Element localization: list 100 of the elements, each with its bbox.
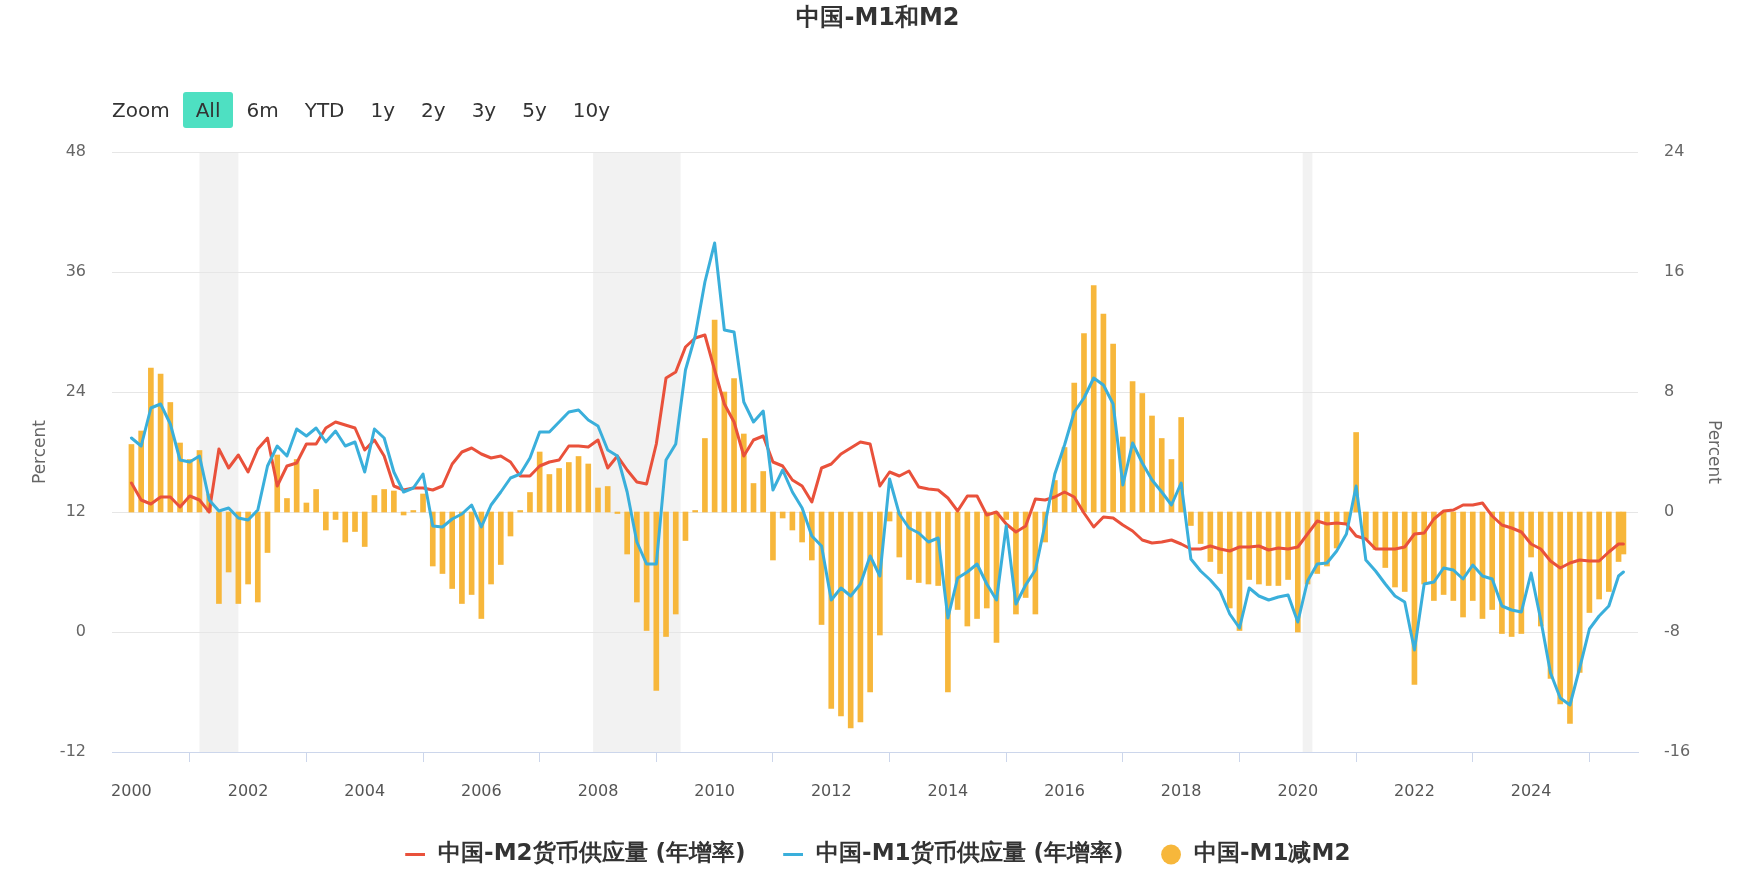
bar	[1139, 393, 1146, 513]
bar	[284, 498, 290, 513]
y2-axis-title: Percent	[1705, 420, 1726, 485]
y-tick-label: 36	[65, 261, 86, 281]
bar	[1606, 511, 1612, 592]
bar	[828, 511, 835, 709]
bar	[1382, 511, 1389, 568]
bar	[760, 471, 767, 513]
bar	[847, 511, 854, 729]
bar	[867, 511, 873, 693]
bar	[216, 511, 222, 604]
bar	[702, 438, 708, 513]
y2-tick-label: -8	[1664, 621, 1680, 641]
bar	[731, 378, 737, 513]
bar	[1460, 511, 1466, 618]
bar	[342, 511, 349, 543]
bar	[361, 511, 368, 547]
text: 5y	[521, 97, 548, 124]
text: 1y	[369, 97, 397, 124]
y2-tick-label: 16	[1664, 261, 1685, 281]
y2-tick-label: 8	[1664, 381, 1675, 401]
x-tick-label: 2018	[1160, 780, 1202, 800]
bar	[488, 511, 494, 585]
y-axis-title: Percent	[28, 419, 49, 484]
chart-title: 中国-M1和M2	[795, 2, 961, 32]
x-tick-label: 2010	[694, 780, 735, 800]
bar	[1567, 511, 1573, 724]
bar	[245, 511, 251, 585]
bar	[293, 459, 300, 513]
legend-label: 中国-M1减M2	[1194, 839, 1351, 866]
bar	[556, 468, 562, 513]
bar	[1499, 511, 1505, 634]
bar	[1081, 333, 1087, 513]
bar	[1256, 511, 1262, 585]
bar	[1149, 415, 1155, 513]
bar	[1528, 511, 1534, 558]
bar	[838, 511, 844, 717]
text: YTD	[303, 97, 346, 124]
bar	[1188, 511, 1194, 526]
bar	[915, 511, 922, 583]
bar	[1217, 511, 1223, 574]
x-tick-label: 2020	[1277, 780, 1319, 800]
text: All	[182, 92, 234, 128]
y2-tick-label: 24	[1664, 141, 1685, 161]
bar	[1450, 511, 1457, 601]
bar	[1285, 511, 1291, 580]
bar	[1469, 511, 1476, 601]
bar	[527, 492, 533, 513]
bar	[1003, 511, 1010, 520]
bar	[624, 511, 630, 555]
bar	[449, 511, 456, 589]
bar	[945, 511, 951, 693]
x-tick-label: 2012	[810, 780, 852, 800]
x-tick-label: 2024	[1510, 780, 1552, 800]
y-tick-label: 12	[65, 501, 86, 521]
y2-tick-label: -16	[1664, 741, 1691, 761]
bar	[381, 489, 387, 513]
bar	[1557, 511, 1564, 705]
bar	[313, 489, 319, 513]
bar	[1363, 511, 1369, 540]
bar	[595, 487, 601, 513]
bar	[740, 433, 747, 513]
y-tick-label: 24	[65, 381, 86, 401]
bar	[604, 486, 611, 513]
bar	[1431, 511, 1437, 601]
text: 10y	[571, 97, 612, 124]
x-tick-label: 2016	[1044, 780, 1085, 800]
bar	[906, 511, 912, 580]
bar	[517, 510, 524, 513]
text: 3y	[470, 97, 498, 124]
x-tick-label: 2008	[577, 780, 619, 800]
x-tick-label: 2006	[460, 780, 502, 800]
y2-tick-label: 0	[1664, 501, 1675, 521]
y-tick-label: 0	[75, 621, 86, 641]
bar	[254, 511, 261, 603]
bar	[391, 490, 397, 513]
bar	[1158, 438, 1165, 513]
bar	[672, 511, 679, 615]
legend-label: 中国-M1货币供应量 (年增率)	[816, 839, 1124, 866]
bar	[663, 511, 669, 637]
bar	[352, 511, 358, 532]
y-tick-label: -12	[59, 741, 86, 761]
bar	[1246, 511, 1253, 580]
bar	[1090, 285, 1097, 513]
bar	[497, 511, 504, 565]
bar	[1576, 511, 1583, 673]
legend-label: 中国-M2货币供应量 (年增率)	[438, 839, 746, 866]
x-tick-label: 2000	[111, 780, 152, 800]
bar	[410, 510, 417, 513]
bar	[692, 510, 699, 513]
bar	[148, 367, 154, 513]
bar	[799, 511, 805, 543]
bar	[1489, 511, 1496, 610]
bar	[323, 511, 329, 531]
bar	[653, 511, 660, 691]
bar	[420, 493, 426, 513]
bar	[1226, 511, 1233, 609]
bar	[770, 511, 776, 561]
x-tick-label: 2022	[1394, 780, 1435, 800]
bar	[896, 511, 903, 558]
